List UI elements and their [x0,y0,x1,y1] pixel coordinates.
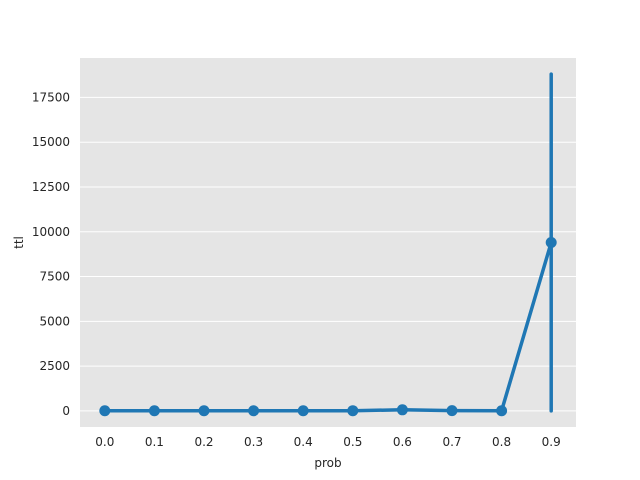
series-points [99,237,557,417]
y-tick-label: 2500 [39,359,70,373]
y-tick-label: 10000 [32,225,70,239]
data-point [347,405,359,417]
x-axis-label: prob [314,456,341,470]
data-point [198,405,210,417]
y-tick-label: 0 [62,404,70,418]
plot-area [80,58,576,427]
y-tick-label: 12500 [32,180,70,194]
data-point [99,405,111,417]
x-tick-label: 0.1 [145,435,164,449]
y-tick-label: 15000 [32,135,70,149]
x-tick-label: 0.2 [194,435,213,449]
data-point [297,405,309,417]
x-tick-label: 0.8 [492,435,511,449]
data-point [545,237,557,248]
y-tick-label: 7500 [39,270,70,284]
x-tick-label: 0.7 [442,435,461,449]
series-line [104,242,553,413]
x-axis-ticks: 0.0 0.1 0.2 0.3 0.4 0.5 0.6 0.7 0.8 0.9 [95,435,560,449]
x-tick-label: 0.3 [244,435,263,449]
x-tick-label: 0.6 [393,435,412,449]
data-point [248,405,260,417]
y-tick-label: 17500 [32,90,70,104]
x-tick-label: 0.0 [95,435,114,449]
y-axis-label: ttl [12,236,26,249]
x-tick-label: 0.4 [294,435,313,449]
y-axis-ticks: 0 2500 5000 7500 10000 12500 15000 17500 [32,90,70,417]
gridlines [80,96,576,412]
x-tick-label: 0.5 [343,435,362,449]
data-point [496,405,508,417]
y-tick-label: 5000 [39,314,70,328]
x-tick-label: 0.9 [542,435,561,449]
data-point [396,404,408,416]
data-point [446,405,458,417]
data-point [148,405,160,417]
